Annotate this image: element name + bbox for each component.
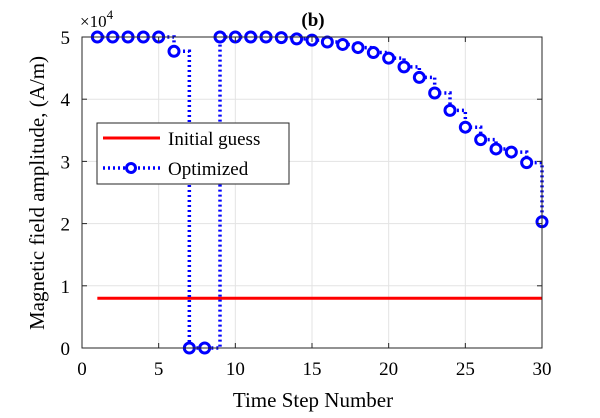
legend: Initial guess Optimized — [96, 122, 290, 185]
legend-label-optimized: Optimized — [168, 159, 249, 180]
legend-label-initial-guess: Initial guess — [168, 129, 260, 150]
x-tick-label: 25 — [456, 359, 475, 380]
data-point-optimized — [443, 103, 457, 117]
x-tick-label: 10 — [226, 359, 245, 380]
y-tick-label: 2 — [61, 215, 71, 236]
data-point-optimized — [320, 35, 334, 49]
legend-marker-optimized — [125, 162, 137, 174]
data-point-optimized — [458, 120, 472, 134]
data-point-optimized — [274, 31, 288, 45]
x-tick-label: 15 — [303, 359, 322, 380]
data-point-optimized — [397, 60, 411, 74]
data-point-optimized — [520, 156, 534, 170]
y-tick-label: 5 — [61, 28, 71, 49]
y-tick-label: 0 — [61, 339, 71, 360]
x-axis-label: Time Step Number — [233, 388, 393, 412]
data-point-optimized — [504, 145, 518, 159]
y-tick-label: 1 — [61, 277, 71, 298]
y-multiplier: ×104 — [80, 7, 114, 31]
chart-title: (b) — [301, 10, 324, 31]
data-point-optimized — [428, 86, 442, 100]
data-point-optimized — [167, 44, 181, 58]
data-point-optimized — [336, 37, 350, 51]
data-point-optimized — [412, 70, 426, 84]
data-point-optimized — [382, 51, 396, 65]
axis-ticks: 0 5 10 15 20 25 30 0 1 2 3 4 5 — [61, 28, 552, 380]
data-point-optimized — [290, 32, 304, 46]
data-point-optimized — [351, 41, 365, 55]
y-tick-label: 4 — [61, 90, 71, 111]
x-tick-label: 30 — [533, 359, 552, 380]
data-point-optimized — [489, 142, 503, 156]
y-tick-label: 3 — [61, 152, 71, 173]
y-axis-label: Magnetic field amplitude, (A/m) — [25, 56, 49, 330]
data-point-optimized — [474, 133, 488, 147]
legend-box — [96, 122, 290, 185]
x-tick-label: 20 — [379, 359, 398, 380]
x-tick-label: 5 — [154, 359, 164, 380]
x-tick-label: 0 — [77, 359, 87, 380]
data-point-optimized — [366, 46, 380, 60]
plot-area — [90, 30, 549, 355]
